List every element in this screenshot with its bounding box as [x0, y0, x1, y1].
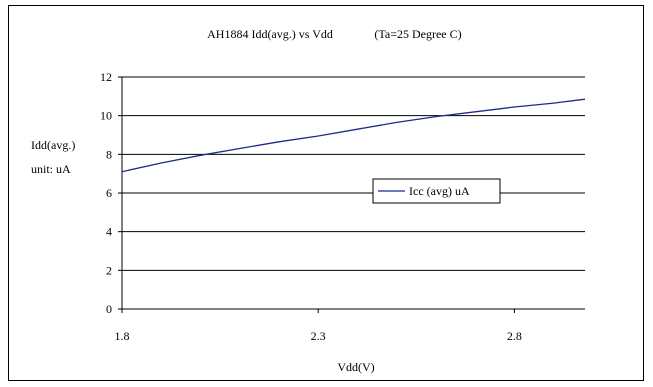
chart-subtitle: (Ta=25 Degree C) [374, 27, 461, 41]
axes [118, 76, 585, 313]
x-tick-label-0: 1.8 [115, 329, 130, 343]
y-tick-label-0: 0 [106, 302, 112, 316]
legend-label: Icc (avg) uA [409, 184, 470, 198]
y-tick-label-1: 2 [106, 263, 112, 277]
x-tick-label-1: 2.3 [311, 329, 326, 343]
y-tick-label-5: 10 [100, 109, 112, 123]
gridlines [122, 76, 585, 271]
y-axis-label-line-2: unit: uA [31, 162, 71, 176]
y-tick-label-6: 12 [100, 70, 112, 84]
x-axis-label: Vdd(V) [337, 360, 374, 374]
y-tick-label-3: 6 [106, 186, 112, 200]
series-layer [121, 98, 586, 173]
y-tick-label-2: 4 [106, 225, 112, 239]
y-tick-label-4: 8 [106, 147, 112, 161]
series-line-0 [121, 98, 586, 173]
chart-title: AH1884 Idd(avg.) vs Vdd [207, 27, 333, 41]
x-tick-label-2: 2.8 [507, 329, 522, 343]
tick-labels: 0 2 4 6 8 10 12 1.8 2.3 2.8 [100, 70, 522, 343]
legend: Icc (avg) uA [372, 178, 501, 204]
y-axis-label-line-1: Idd(avg.) [31, 138, 75, 152]
